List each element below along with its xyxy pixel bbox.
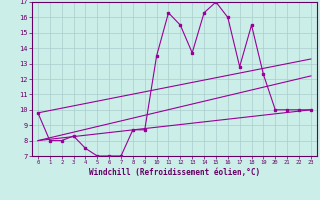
X-axis label: Windchill (Refroidissement éolien,°C): Windchill (Refroidissement éolien,°C) xyxy=(89,168,260,177)
